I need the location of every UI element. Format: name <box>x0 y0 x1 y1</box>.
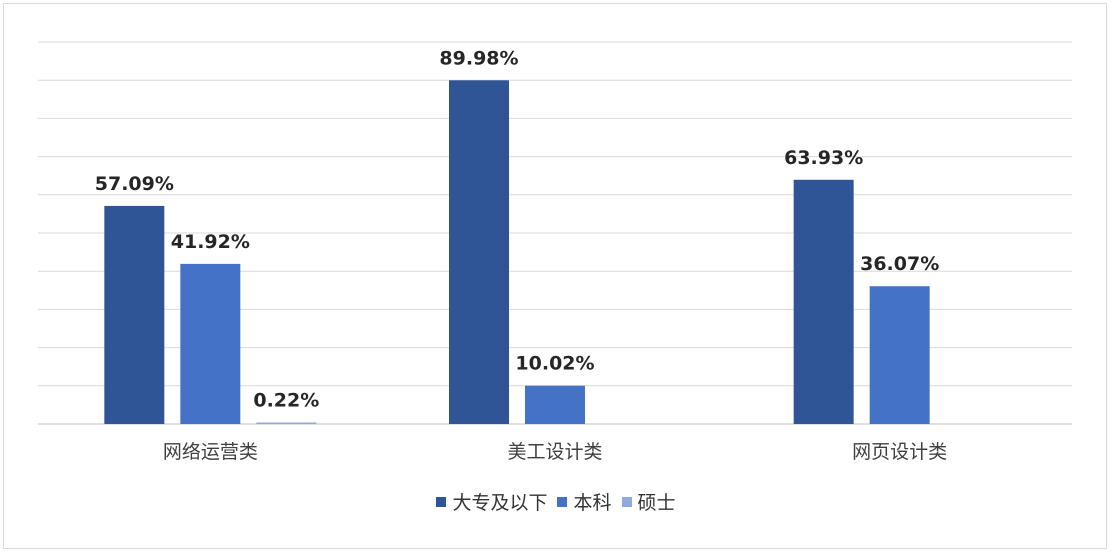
data-label-3-1: 0.22% <box>253 390 319 412</box>
legend-item-2: 本科 <box>557 488 612 515</box>
category-label-2: 美工设计类 <box>507 441 602 463</box>
data-label-2-1: 41.92% <box>171 231 250 253</box>
data-label-1-2: 89.98% <box>439 47 518 69</box>
legend-swatch-3 <box>621 496 632 507</box>
legend-item-3: 硕士 <box>621 488 676 515</box>
data-labels: 57.09% 41.92% 0.22% 89.98% 10.02% 63.93% 36.07… <box>95 47 939 411</box>
legend-label-1: 大专及以下 <box>452 492 548 514</box>
data-label-1-1: 57.09% <box>95 173 174 195</box>
category-label-1: 网络运营类 <box>163 441 258 463</box>
category-label-3: 网页设计类 <box>852 441 947 463</box>
bar-3-1 <box>256 422 317 424</box>
bar-1-1 <box>104 205 165 424</box>
bar-2-3 <box>869 286 930 424</box>
legend-swatch-1 <box>436 496 447 507</box>
legend-item-1: 大专及以下 <box>436 488 547 515</box>
legend-label-3: 硕士 <box>637 492 676 514</box>
legend-label-2: 本科 <box>573 492 612 514</box>
bar-2-2 <box>525 385 585 424</box>
legend: 大专及以下 本科 硕士 <box>0 488 1112 515</box>
bar-1-2 <box>449 80 509 424</box>
bar-2-1 <box>180 263 241 424</box>
bar-1-3 <box>793 179 854 424</box>
bars <box>104 80 930 424</box>
legend-swatch-2 <box>557 496 568 507</box>
category-labels: 网络运营类 美工设计类 网页设计类 <box>163 441 947 463</box>
data-label-2-3: 36.07% <box>860 253 939 275</box>
data-label-1-3: 63.93% <box>784 147 863 169</box>
data-label-2-2: 10.02% <box>515 353 594 375</box>
